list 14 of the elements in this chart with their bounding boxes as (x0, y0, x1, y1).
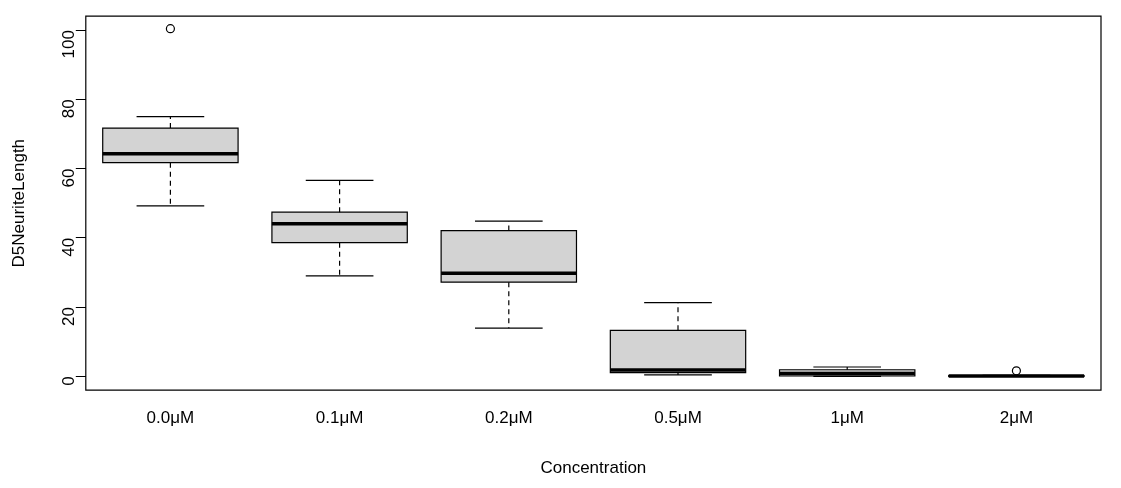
x-axis-title: Concentration (540, 458, 647, 478)
y-tick-label: 80 (59, 99, 79, 119)
x-tick-label: 1μM (830, 408, 864, 428)
y-tick-label: 100 (59, 30, 79, 59)
y-axis-title: D5NeuriteLength (8, 138, 28, 268)
x-tick-label: 0.2μM (485, 408, 533, 428)
x-tick-label: 0.1μM (315, 408, 364, 428)
y-tick-label: 20 (59, 307, 79, 327)
x-tick-label: 0.5μM (654, 408, 702, 428)
x-tick-label: 2μM (999, 408, 1034, 428)
y-tick-label: 60 (59, 168, 79, 188)
x-tick-label: 0.0μM (146, 408, 195, 428)
y-tick-label: 0 (59, 376, 79, 386)
y-tick-label: 40 (59, 237, 79, 257)
